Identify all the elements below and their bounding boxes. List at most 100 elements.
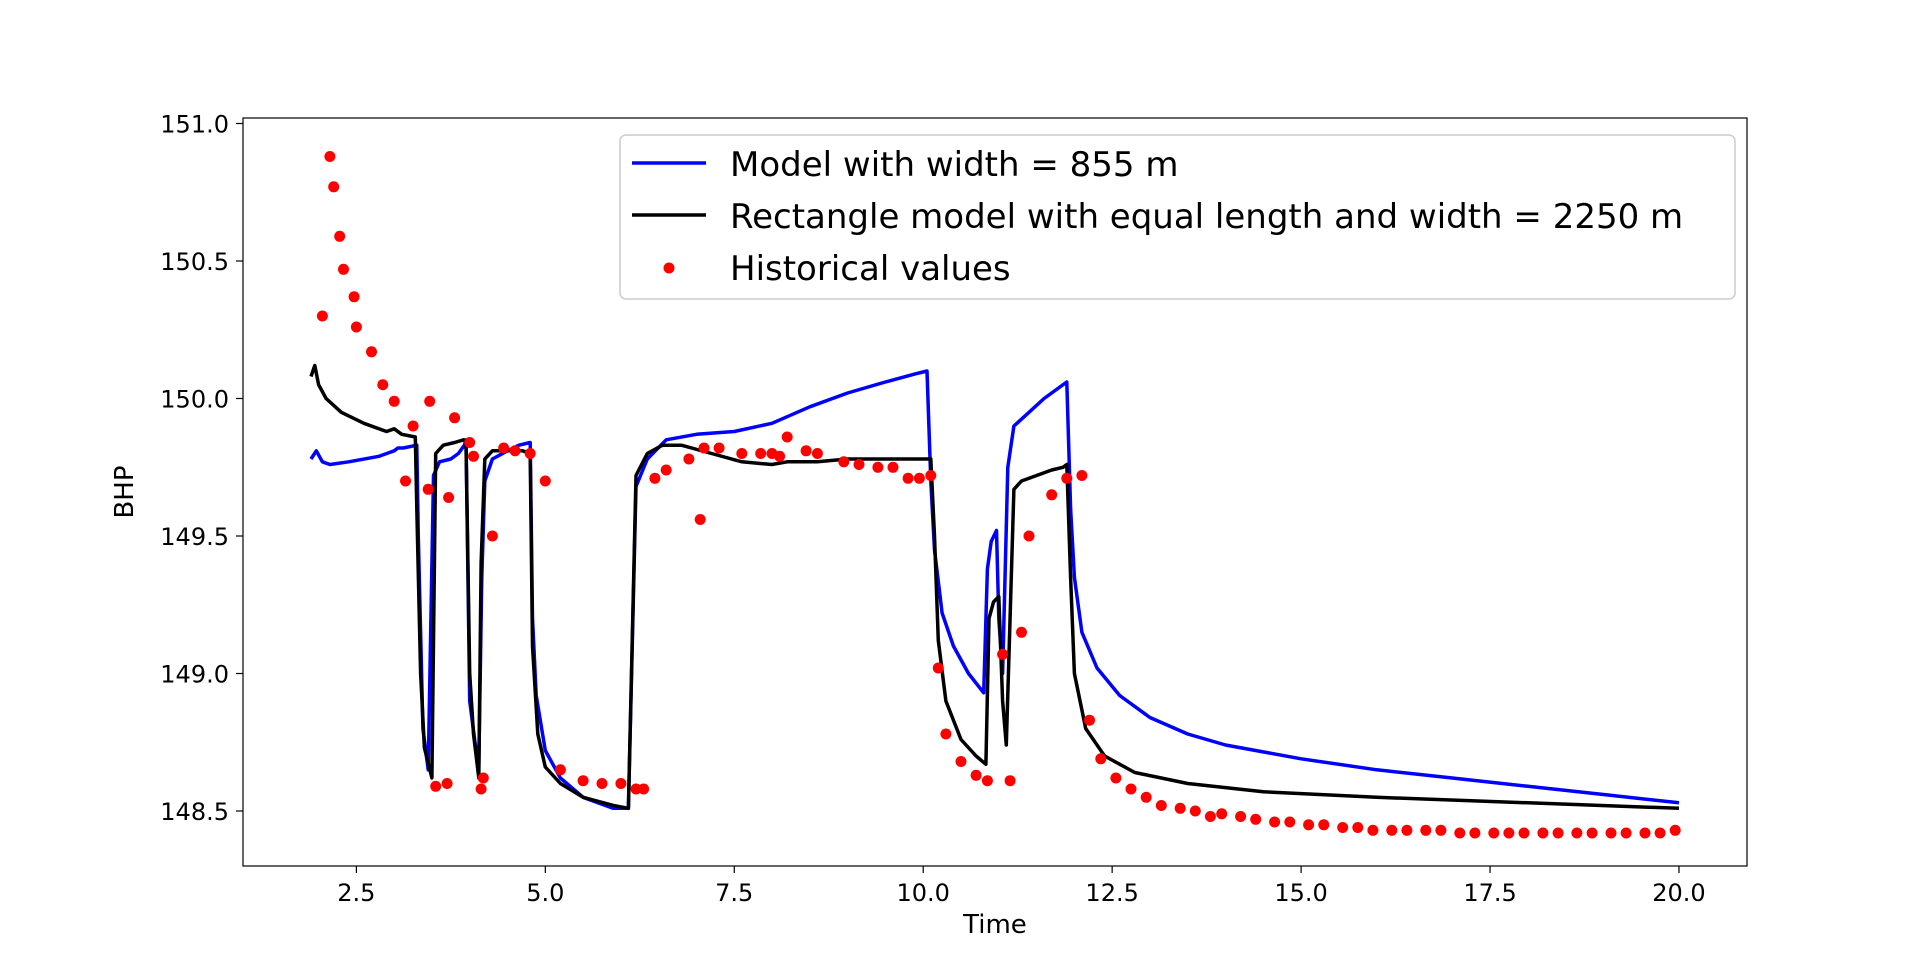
historical-point — [997, 648, 1009, 660]
historical-point — [932, 662, 944, 674]
historical-point — [475, 783, 487, 795]
y-tick-label: 148.5 — [160, 798, 229, 826]
historical-point — [1503, 827, 1515, 839]
historical-point — [1174, 802, 1186, 814]
historical-point — [660, 464, 672, 476]
historical-point — [1469, 827, 1481, 839]
historical-point — [1016, 626, 1027, 638]
historical-point — [1669, 824, 1681, 836]
series-group — [309, 151, 1681, 839]
historical-point — [350, 321, 362, 333]
historical-point — [736, 448, 748, 459]
historical-point — [1488, 827, 1500, 839]
historical-point — [334, 230, 346, 242]
historical-point — [1537, 827, 1549, 839]
historical-point — [683, 453, 695, 465]
historical-point — [1046, 489, 1058, 501]
historical-point — [925, 470, 937, 481]
historical-point — [468, 450, 479, 462]
historical-point — [338, 263, 349, 275]
historical-point — [1189, 805, 1201, 817]
x-tick-label: 2.5 — [337, 879, 375, 907]
historical-point — [1552, 827, 1564, 839]
historical-point — [316, 310, 328, 322]
historical-point — [1586, 827, 1598, 839]
legend-entry-historical: Historical values — [730, 249, 1011, 289]
historical-point — [887, 461, 899, 473]
historical-point — [348, 291, 360, 303]
historical-point — [1110, 772, 1122, 784]
historical-point — [388, 395, 400, 407]
historical-point — [872, 461, 884, 473]
historical-point — [477, 772, 489, 784]
historical-point — [838, 456, 850, 468]
historical-point — [377, 379, 389, 391]
series-line-model — [309, 369, 1680, 811]
historical-point — [498, 442, 510, 454]
historical-point — [1352, 822, 1364, 833]
historical-point — [400, 475, 411, 487]
historical-point — [913, 472, 925, 484]
historical-point — [638, 783, 650, 795]
y-tick-label: 149.5 — [160, 523, 229, 551]
historical-point — [1620, 827, 1632, 839]
historical-point — [1654, 827, 1666, 839]
historical-point — [1140, 791, 1152, 803]
axes-frame — [242, 117, 1748, 867]
plot-area — [242, 117, 1748, 867]
historical-point — [1269, 816, 1281, 828]
historical-point — [615, 778, 627, 789]
historical-point — [1318, 819, 1330, 831]
historical-point — [1155, 800, 1167, 811]
historical-point — [698, 442, 710, 454]
axes-ticks: 2.5 5.0 7.5 10.0 12.5 15.0 17.5 20.0 148.5 149.0 1… — [160, 111, 1705, 908]
historical-point — [449, 412, 461, 424]
historical-point — [1518, 827, 1530, 839]
legend-entry-rectangle: Rectangle model with equal length and wi… — [730, 197, 1683, 237]
historical-point — [1401, 824, 1413, 836]
x-tick-label: 10.0 — [896, 879, 949, 907]
x-tick-label: 20.0 — [1652, 879, 1705, 907]
historical-point — [755, 448, 767, 459]
historical-point — [1571, 827, 1583, 839]
historical-point — [781, 431, 793, 443]
historical-point — [811, 448, 823, 459]
x-tick-label: 5.0 — [526, 879, 564, 907]
x-tick-label: 7.5 — [715, 879, 753, 907]
x-tick-label: 12.5 — [1085, 879, 1138, 907]
historical-point — [464, 437, 476, 448]
y-axis-label: BHP — [110, 465, 140, 518]
historical-point — [1084, 714, 1095, 726]
historical-point — [1235, 811, 1247, 822]
historical-point — [630, 783, 642, 795]
historical-point — [430, 780, 442, 792]
historical-point — [1095, 753, 1107, 765]
historical-point — [1605, 827, 1617, 839]
y-tick-label: 151.0 — [160, 111, 229, 139]
historical-point — [1284, 816, 1296, 828]
historical-point — [940, 728, 952, 740]
historical-point — [1061, 472, 1073, 484]
historical-point — [1023, 530, 1035, 542]
legend-entry-model: Model with width = 855 m — [730, 145, 1178, 185]
y-tick-label: 150.0 — [160, 386, 229, 414]
historical-point — [800, 445, 812, 457]
historical-point — [424, 395, 436, 407]
y-tick-label: 149.0 — [160, 661, 229, 689]
historical-point — [1386, 824, 1398, 836]
historical-point — [1125, 783, 1137, 795]
historical-point — [328, 181, 340, 193]
series-line-rectangle — [309, 363, 1680, 811]
historical-point — [1004, 775, 1016, 787]
historical-point — [441, 778, 453, 789]
historical-point — [509, 445, 521, 457]
historical-point — [1076, 470, 1088, 481]
historical-point — [407, 420, 419, 432]
historical-point — [955, 756, 967, 767]
historical-point — [981, 775, 993, 787]
historical-point — [649, 472, 661, 484]
historical-point — [1435, 824, 1447, 836]
historical-point — [1420, 824, 1432, 836]
historical-point — [486, 530, 498, 542]
